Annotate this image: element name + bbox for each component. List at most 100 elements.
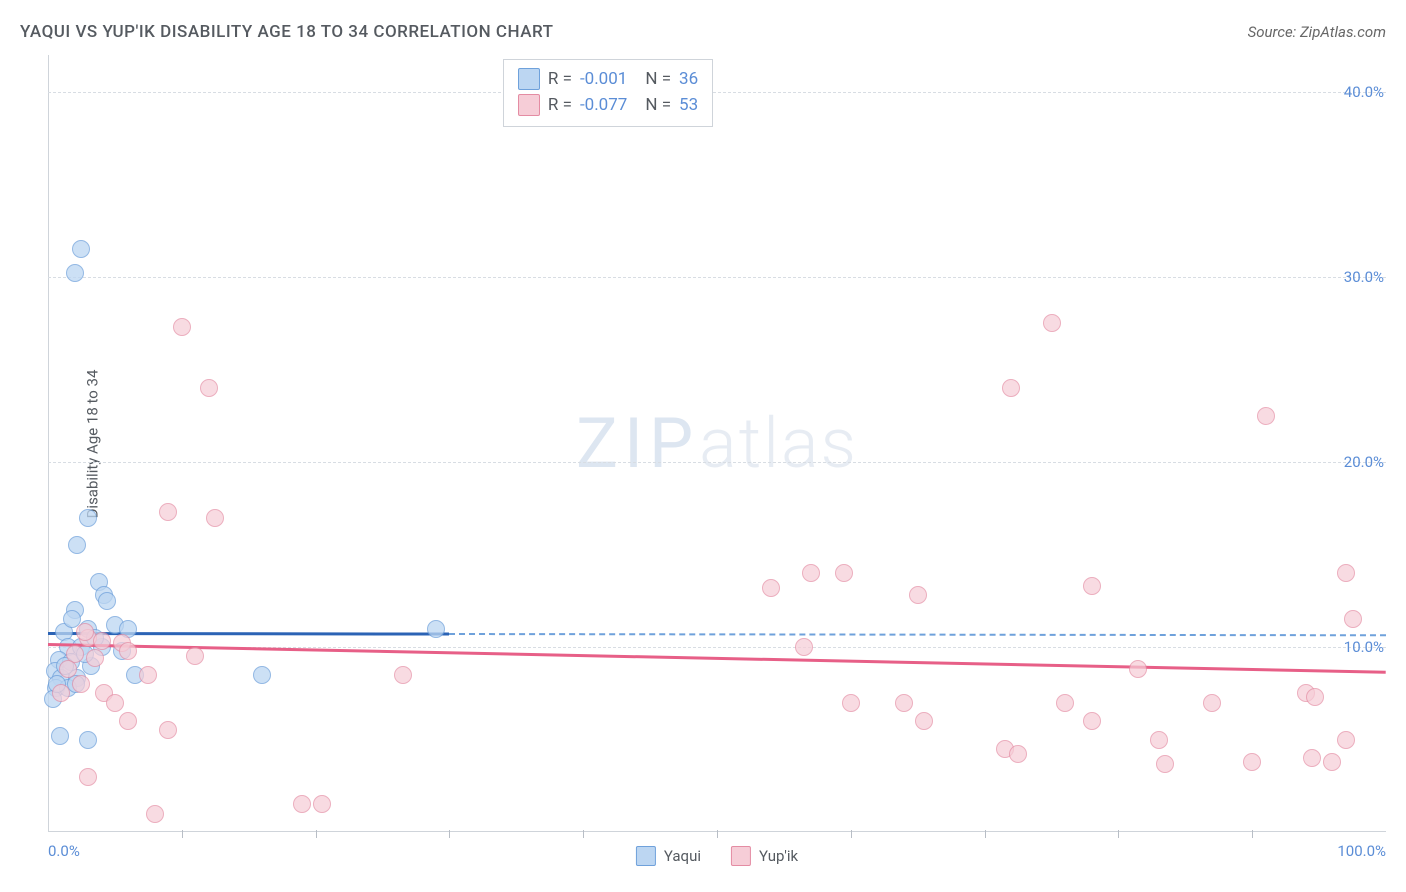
data-point [909,586,927,604]
data-point [1337,731,1355,749]
x-tick-mark [449,830,450,838]
x-tick-label: 0.0% [48,842,80,860]
data-point [842,694,860,712]
data-point [159,721,177,739]
gridline [48,92,1386,93]
x-tick-mark [316,830,317,838]
data-point [293,795,311,813]
series-legend: Yaqui Yup'ik [636,846,798,866]
data-point [79,731,97,749]
data-point [173,318,191,336]
data-point [762,579,780,597]
data-point [159,503,177,521]
series-legend-item: Yup'ik [731,846,798,866]
data-point [1257,407,1275,425]
watermark: ZIPatlas [576,403,858,485]
gridline [48,277,1386,278]
x-tick-mark [583,830,584,838]
data-point [59,660,77,678]
data-point [1303,749,1321,767]
scatter-plot: ZIPatlas 10.0%20.0%30.0%40.0%0.0%100.0%R… [48,55,1386,832]
legend-label: Yup'ik [759,847,798,865]
data-point [427,620,445,638]
series-legend-item: Yaqui [636,846,701,866]
data-point [313,795,331,813]
legend-label: Yaqui [664,847,701,865]
data-point [51,727,69,745]
data-point [1337,564,1355,582]
data-point [139,666,157,684]
data-point [72,240,90,258]
data-point [68,536,86,554]
data-point [206,509,224,527]
data-point [1306,688,1324,706]
legend-n-value: 36 [679,69,698,89]
data-point [200,379,218,397]
data-point [119,712,137,730]
y-axis [48,55,49,832]
correlation-legend: R = -0.001 N = 36 R = -0.077 N = 53 [503,59,713,127]
data-point [93,632,111,650]
y-tick-label: 30.0% [1344,268,1384,286]
data-point [1243,753,1261,771]
y-tick-label: 20.0% [1344,453,1384,471]
data-point [79,768,97,786]
data-point [394,666,412,684]
data-point [106,694,124,712]
data-point [76,623,94,641]
correlation-legend-row: R = -0.077 N = 53 [518,92,698,118]
data-point [802,564,820,582]
data-point [79,509,97,527]
data-point [1203,694,1221,712]
legend-n-label: N = [645,69,671,89]
data-point [1323,753,1341,771]
data-point [1129,660,1147,678]
data-point [915,712,933,730]
data-point [1083,577,1101,595]
data-point [1083,712,1101,730]
header-row: YAQUI VS YUP'IK DISABILITY AGE 18 TO 34 … [20,22,1386,42]
data-point [1002,379,1020,397]
x-tick-mark [717,830,718,838]
trend-line-dashed [449,633,1386,636]
data-point [1344,610,1362,628]
legend-r-value: -0.077 [580,95,627,115]
y-tick-label: 40.0% [1344,83,1384,101]
data-point [66,264,84,282]
data-point [895,694,913,712]
legend-swatch [636,846,656,866]
data-point [98,592,116,610]
data-point [146,805,164,823]
data-point [835,564,853,582]
x-tick-mark [985,830,986,838]
legend-swatch [518,68,540,90]
data-point [119,642,137,660]
gridline [48,462,1386,463]
data-point [1043,314,1061,332]
legend-r-label: R = [548,95,572,115]
data-point [253,666,271,684]
data-point [52,684,70,702]
x-tick-mark [182,830,183,838]
chart-title: YAQUI VS YUP'IK DISABILITY AGE 18 TO 34 … [20,22,553,42]
source-label: Source: ZipAtlas.com [1248,23,1386,41]
legend-r-label: R = [548,69,572,89]
data-point [1056,694,1074,712]
data-point [795,638,813,656]
data-point [86,649,104,667]
data-point [72,675,90,693]
data-point [1156,755,1174,773]
legend-swatch [731,846,751,866]
data-point [186,647,204,665]
plot-area: Disability Age 18 to 34 ZIPatlas 10.0%20… [48,55,1386,832]
x-tick-mark [851,830,852,838]
legend-n-value: 53 [679,95,698,115]
data-point [1009,745,1027,763]
legend-r-value: -0.001 [580,69,627,89]
legend-n-label: N = [645,95,671,115]
legend-swatch [518,94,540,116]
x-tick-mark [1118,830,1119,838]
data-point [1150,731,1168,749]
x-tick-mark [1252,830,1253,838]
x-tick-label: 100.0% [1337,842,1386,860]
